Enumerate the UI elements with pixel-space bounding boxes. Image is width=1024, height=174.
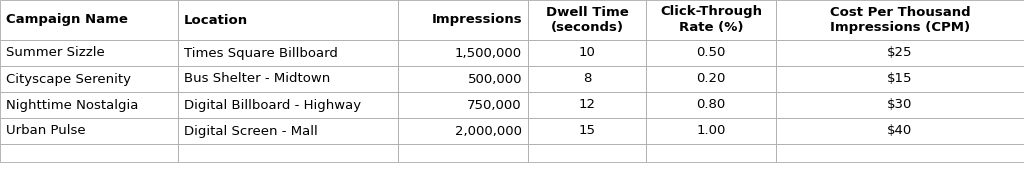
Bar [178, 0, 398, 40]
Text: Campaign Name: Campaign Name [6, 14, 128, 26]
Text: 500,000: 500,000 [468, 73, 522, 85]
Text: $15: $15 [887, 73, 912, 85]
Bar [646, 66, 776, 92]
Bar [528, 66, 646, 92]
Bar [528, 118, 646, 144]
Text: Times Square Billboard: Times Square Billboard [184, 46, 338, 60]
Text: 750,000: 750,000 [467, 98, 522, 112]
Bar [646, 118, 776, 144]
Text: 2,000,000: 2,000,000 [455, 125, 522, 137]
Text: Urban Pulse: Urban Pulse [6, 125, 86, 137]
Text: $40: $40 [888, 125, 912, 137]
Bar [776, 0, 1024, 40]
Text: Dwell Time
(seconds): Dwell Time (seconds) [546, 6, 629, 34]
Text: Impressions: Impressions [431, 14, 522, 26]
Bar [528, 92, 646, 118]
Bar [178, 66, 398, 92]
Text: 1,500,000: 1,500,000 [455, 46, 522, 60]
Text: Summer Sizzle: Summer Sizzle [6, 46, 104, 60]
Bar [0, 92, 178, 118]
Bar [178, 144, 398, 162]
Bar [528, 0, 646, 40]
Bar [398, 66, 528, 92]
Bar [398, 144, 528, 162]
Bar [0, 0, 178, 40]
Bar [528, 144, 646, 162]
Bar [398, 40, 528, 66]
Bar [0, 40, 178, 66]
Text: 1.00: 1.00 [696, 125, 726, 137]
Bar [398, 0, 528, 40]
Text: Click-Through
Rate (%): Click-Through Rate (%) [660, 6, 762, 34]
Text: Digital Screen - Mall: Digital Screen - Mall [184, 125, 317, 137]
Text: 0.50: 0.50 [696, 46, 726, 60]
Text: 8: 8 [583, 73, 591, 85]
Text: 0.80: 0.80 [696, 98, 726, 112]
Text: Cost Per Thousand
Impressions (CPM): Cost Per Thousand Impressions (CPM) [829, 6, 971, 34]
Bar [776, 144, 1024, 162]
Bar [178, 118, 398, 144]
Bar [776, 40, 1024, 66]
Bar [776, 92, 1024, 118]
Text: 10: 10 [579, 46, 595, 60]
Text: 12: 12 [579, 98, 596, 112]
Text: Nighttime Nostalgia: Nighttime Nostalgia [6, 98, 138, 112]
Text: $25: $25 [887, 46, 912, 60]
Bar [398, 118, 528, 144]
Text: Cityscape Serenity: Cityscape Serenity [6, 73, 131, 85]
Bar [646, 144, 776, 162]
Bar [178, 40, 398, 66]
Text: Digital Billboard - Highway: Digital Billboard - Highway [184, 98, 361, 112]
Bar [646, 92, 776, 118]
Bar [646, 40, 776, 66]
Bar [0, 66, 178, 92]
Bar [528, 40, 646, 66]
Text: 0.20: 0.20 [696, 73, 726, 85]
Bar [0, 144, 178, 162]
Bar [0, 118, 178, 144]
Bar [646, 0, 776, 40]
Bar [398, 92, 528, 118]
Bar [178, 92, 398, 118]
Text: Location: Location [184, 14, 248, 26]
Text: $30: $30 [888, 98, 912, 112]
Text: Bus Shelter - Midtown: Bus Shelter - Midtown [184, 73, 331, 85]
Bar [776, 118, 1024, 144]
Bar [776, 66, 1024, 92]
Text: 15: 15 [579, 125, 596, 137]
